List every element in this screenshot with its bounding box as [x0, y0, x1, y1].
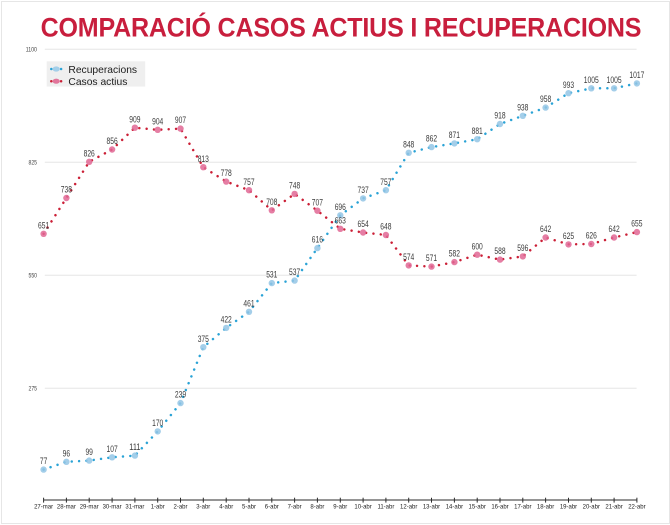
svg-text:537: 537: [289, 267, 300, 277]
svg-text:848: 848: [403, 139, 414, 149]
svg-text:778: 778: [221, 168, 232, 178]
svg-text:17-abr: 17-abr: [514, 505, 531, 511]
svg-text:531: 531: [266, 270, 277, 280]
svg-text:96: 96: [63, 448, 71, 458]
svg-text:907: 907: [175, 115, 186, 125]
svg-text:696: 696: [335, 202, 346, 212]
svg-text:655: 655: [631, 219, 642, 229]
svg-text:Recuperacions: Recuperacions: [68, 65, 137, 76]
svg-text:757: 757: [380, 177, 391, 187]
svg-text:571: 571: [426, 253, 437, 263]
svg-text:654: 654: [358, 219, 369, 229]
svg-text:9-abr: 9-abr: [333, 505, 347, 511]
svg-text:825: 825: [29, 160, 38, 167]
svg-text:2-abr: 2-abr: [173, 505, 187, 511]
svg-text:8-abr: 8-abr: [310, 505, 324, 511]
svg-text:918: 918: [494, 111, 505, 121]
svg-text:7-abr: 7-abr: [288, 505, 302, 511]
svg-text:18-abr: 18-abr: [537, 505, 554, 511]
svg-text:826: 826: [84, 148, 95, 158]
svg-text:648: 648: [380, 222, 391, 232]
svg-text:21-abr: 21-abr: [605, 505, 622, 511]
svg-text:13-abr: 13-abr: [423, 505, 440, 511]
svg-text:3-abr: 3-abr: [196, 505, 210, 511]
svg-text:738: 738: [61, 185, 72, 195]
svg-text:651: 651: [38, 220, 49, 230]
svg-text:550: 550: [29, 273, 38, 280]
svg-text:5-abr: 5-abr: [242, 505, 256, 511]
svg-text:909: 909: [129, 114, 140, 124]
svg-text:862: 862: [426, 134, 437, 144]
svg-text:574: 574: [403, 252, 414, 262]
svg-text:111: 111: [129, 442, 140, 452]
svg-text:16-abr: 16-abr: [491, 505, 508, 511]
svg-text:1005: 1005: [584, 75, 599, 85]
svg-text:375: 375: [198, 334, 209, 344]
svg-text:14-abr: 14-abr: [446, 505, 463, 511]
svg-text:1100: 1100: [26, 47, 37, 54]
svg-text:993: 993: [563, 80, 574, 90]
svg-text:625: 625: [563, 231, 574, 241]
svg-text:856: 856: [107, 136, 118, 146]
svg-text:170: 170: [152, 418, 163, 428]
svg-text:1017: 1017: [629, 70, 644, 80]
svg-text:275: 275: [29, 386, 38, 393]
svg-text:6-abr: 6-abr: [265, 505, 279, 511]
svg-text:422: 422: [221, 315, 232, 325]
svg-text:30-mar: 30-mar: [103, 505, 122, 511]
svg-text:707: 707: [312, 197, 323, 207]
svg-text:600: 600: [472, 241, 483, 251]
svg-text:588: 588: [494, 246, 505, 256]
svg-text:748: 748: [289, 181, 300, 191]
svg-text:1-abr: 1-abr: [151, 505, 165, 511]
svg-text:12-abr: 12-abr: [400, 505, 417, 511]
svg-text:20-abr: 20-abr: [583, 505, 600, 511]
svg-text:1005: 1005: [607, 75, 622, 85]
svg-text:10-abr: 10-abr: [354, 505, 371, 511]
svg-text:31-mar: 31-mar: [125, 505, 144, 511]
svg-text:938: 938: [517, 102, 528, 112]
svg-text:107: 107: [107, 444, 118, 454]
svg-text:904: 904: [152, 116, 163, 126]
svg-text:881: 881: [472, 126, 483, 136]
svg-text:COMPARACIÓ CASOS ACTIUS I RECU: COMPARACIÓ CASOS ACTIUS I RECUPERACIONS: [41, 12, 642, 43]
svg-text:813: 813: [198, 154, 209, 164]
svg-text:737: 737: [358, 185, 369, 195]
svg-text:958: 958: [540, 94, 551, 104]
svg-text:582: 582: [449, 249, 460, 259]
svg-text:99: 99: [85, 447, 93, 457]
svg-text:461: 461: [243, 298, 254, 308]
svg-text:Casos actius: Casos actius: [68, 77, 127, 88]
svg-text:616: 616: [312, 235, 323, 245]
svg-text:22-abr: 22-abr: [628, 505, 645, 511]
svg-text:11-abr: 11-abr: [377, 505, 394, 511]
svg-text:642: 642: [540, 224, 551, 234]
svg-text:596: 596: [517, 243, 528, 253]
svg-text:27-mar: 27-mar: [34, 505, 53, 511]
svg-text:642: 642: [609, 224, 620, 234]
svg-text:626: 626: [586, 231, 597, 241]
svg-text:663: 663: [335, 215, 346, 225]
svg-text:77: 77: [40, 456, 48, 466]
svg-text:15-abr: 15-abr: [469, 505, 486, 511]
svg-text:708: 708: [266, 197, 277, 207]
svg-text:239: 239: [175, 390, 186, 400]
svg-text:19-abr: 19-abr: [560, 505, 577, 511]
svg-text:757: 757: [243, 177, 254, 187]
svg-text:29-mar: 29-mar: [80, 505, 99, 511]
svg-text:871: 871: [449, 130, 460, 140]
svg-text:28-mar: 28-mar: [57, 505, 76, 511]
svg-text:4-abr: 4-abr: [219, 505, 233, 511]
